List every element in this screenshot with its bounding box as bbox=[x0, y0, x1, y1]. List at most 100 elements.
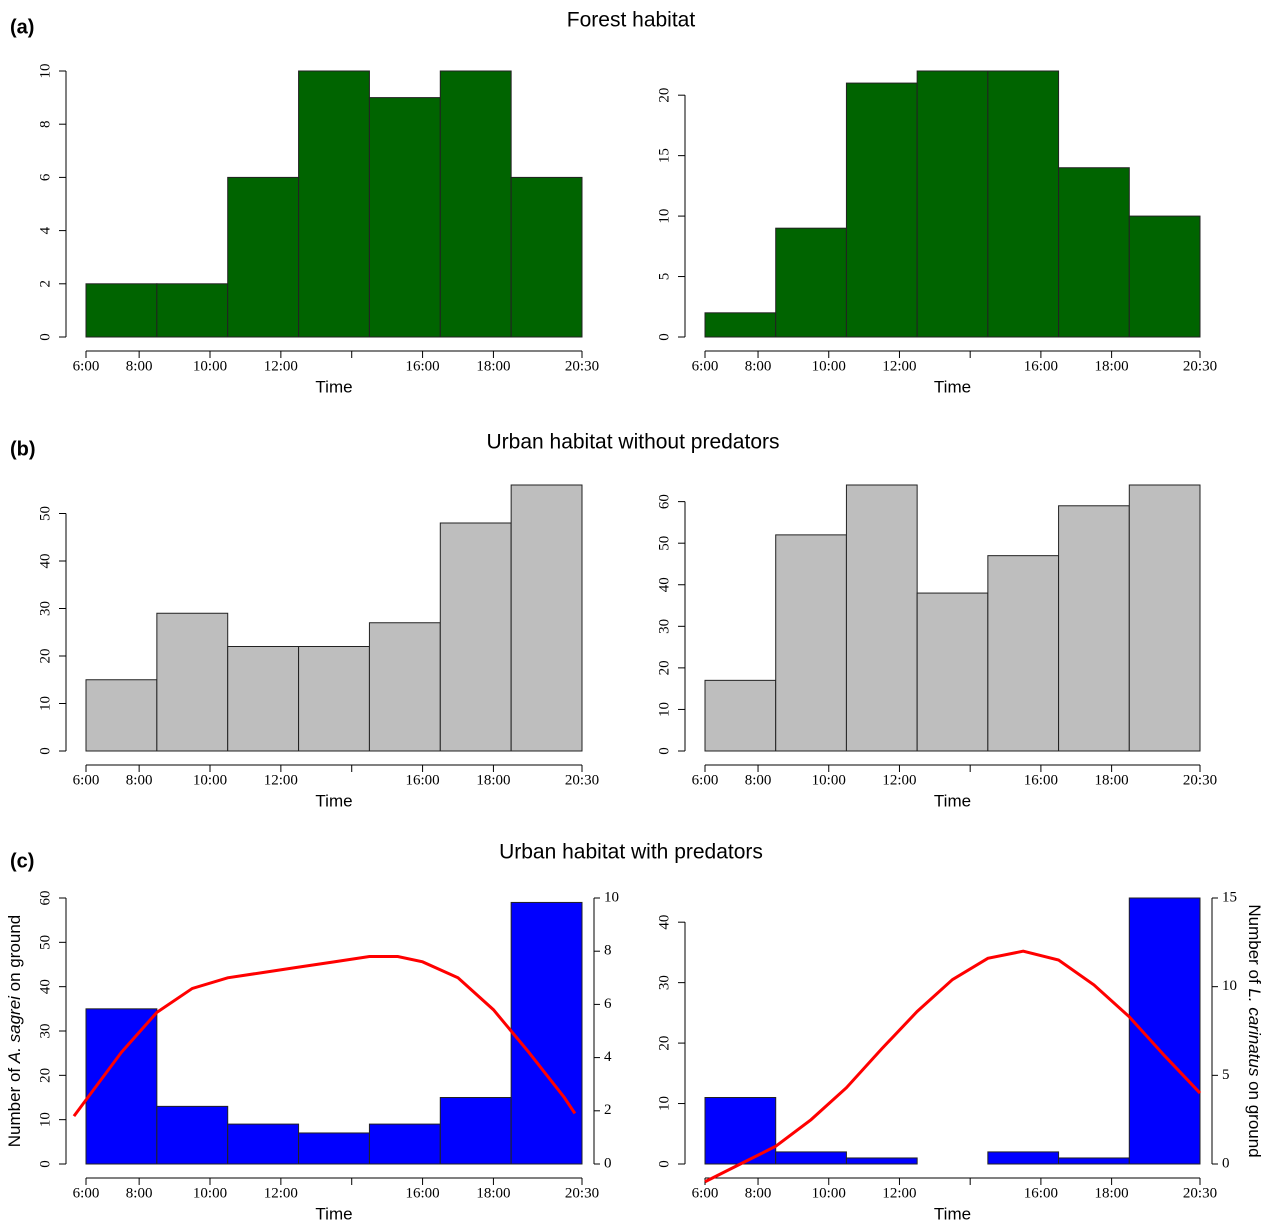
x-tick-label: 16:00 bbox=[405, 772, 439, 788]
y-tick-label: 2 bbox=[37, 280, 53, 288]
x-tick-label: 6:00 bbox=[692, 1185, 719, 1201]
y-tick-label: 30 bbox=[37, 1024, 53, 1039]
y-tick-label: 20 bbox=[37, 1068, 53, 1083]
x-tick-label: 18:00 bbox=[1095, 358, 1129, 374]
bar bbox=[510, 484, 583, 752]
y-tick-label: 0 bbox=[656, 333, 672, 341]
y-tick-label: 4 bbox=[37, 226, 53, 234]
x-tick-label: 6:00 bbox=[73, 358, 100, 374]
section-title: Urban habitat with predators bbox=[499, 841, 763, 864]
y-tick-label: 20 bbox=[37, 649, 53, 664]
y-tick-label: 10 bbox=[656, 209, 672, 224]
y-tick-label: 8 bbox=[37, 120, 53, 128]
x-tick-label: 8:00 bbox=[126, 358, 153, 374]
y-tick-label: 10 bbox=[37, 64, 53, 79]
bar bbox=[156, 612, 229, 752]
x-tick-label: 20:30 bbox=[565, 358, 599, 374]
y-tick-label: 20 bbox=[656, 1036, 672, 1051]
x-tick-label: 10:00 bbox=[812, 772, 846, 788]
x-tick-label: 16:00 bbox=[405, 358, 439, 374]
x-tick-label: 18:00 bbox=[1095, 772, 1129, 788]
bar bbox=[510, 176, 583, 338]
y2-tick-label: 0 bbox=[1222, 1155, 1230, 1171]
y2-tick-label: 8 bbox=[604, 943, 612, 959]
bar bbox=[439, 1097, 512, 1165]
bar bbox=[704, 679, 777, 752]
x-tick-label: 12:00 bbox=[264, 772, 298, 788]
y-tick-label: 40 bbox=[37, 554, 53, 569]
panel-label: (a) bbox=[10, 16, 34, 38]
x-tick-label: 20:30 bbox=[1183, 772, 1217, 788]
y-tick-label: 60 bbox=[37, 891, 53, 906]
bar bbox=[704, 312, 777, 338]
x-tick-label: 6:00 bbox=[692, 772, 719, 788]
bar bbox=[368, 622, 441, 752]
x-tick-label: 20:30 bbox=[565, 1185, 599, 1201]
bar bbox=[510, 901, 583, 1165]
y-tick-label: 60 bbox=[656, 494, 672, 509]
y-tick-label: 30 bbox=[656, 975, 672, 990]
bar bbox=[987, 1151, 1060, 1165]
y-tick-label: 6 bbox=[37, 173, 53, 181]
y2-tick-label: 6 bbox=[604, 996, 612, 1012]
bar bbox=[1058, 505, 1130, 752]
bar bbox=[1128, 215, 1201, 338]
x-tick-label: 16:00 bbox=[405, 1185, 439, 1201]
x-tick-label: 10:00 bbox=[812, 1185, 846, 1201]
y2-tick-label: 0 bbox=[604, 1155, 612, 1171]
x-tick-label: 8:00 bbox=[745, 358, 772, 374]
bar bbox=[85, 679, 158, 752]
axis-title-part: L. carinatus bbox=[1245, 988, 1264, 1076]
y-tick-label: 50 bbox=[37, 935, 53, 950]
bar bbox=[704, 1097, 777, 1165]
x-tick-label: 20:30 bbox=[1183, 358, 1217, 374]
x-tick-label: 16:00 bbox=[1024, 772, 1058, 788]
axis-title: Number of L. carinatus on ground bbox=[1245, 904, 1264, 1157]
y-tick-label: 20 bbox=[656, 660, 672, 675]
x-axis-title: Time bbox=[934, 377, 971, 396]
bar bbox=[368, 1123, 441, 1165]
y2-tick-label: 10 bbox=[604, 889, 619, 905]
x-tick-label: 10:00 bbox=[193, 358, 227, 374]
y-tick-label: 30 bbox=[37, 601, 53, 616]
x-tick-label: 18:00 bbox=[1095, 1185, 1129, 1201]
y-tick-label: 0 bbox=[37, 333, 53, 341]
x-tick-label: 20:30 bbox=[565, 772, 599, 788]
x-axis-title: Time bbox=[315, 377, 352, 396]
x-tick-label: 10:00 bbox=[193, 772, 227, 788]
x-tick-label: 20:30 bbox=[1183, 1185, 1217, 1201]
y-tick-label: 40 bbox=[656, 915, 672, 930]
y-tick-label: 0 bbox=[37, 1160, 53, 1168]
x-tick-label: 8:00 bbox=[126, 1185, 153, 1201]
bar bbox=[1058, 1157, 1130, 1165]
x-tick-label: 16:00 bbox=[1024, 358, 1058, 374]
bar bbox=[845, 484, 918, 752]
y2-tick-label: 10 bbox=[1222, 978, 1237, 994]
y-tick-label: 5 bbox=[656, 273, 672, 281]
trend-line bbox=[704, 949, 1202, 1184]
bar bbox=[85, 283, 158, 338]
x-tick-label: 10:00 bbox=[193, 1185, 227, 1201]
y-tick-label: 0 bbox=[656, 1160, 672, 1168]
y2-tick-label: 2 bbox=[604, 1102, 612, 1118]
bar bbox=[156, 1105, 229, 1165]
x-tick-label: 18:00 bbox=[476, 1185, 510, 1201]
y-tick-label: 40 bbox=[37, 979, 53, 994]
x-tick-label: 8:00 bbox=[745, 1185, 772, 1201]
bar bbox=[227, 176, 300, 338]
x-tick-label: 12:00 bbox=[882, 772, 916, 788]
section-title: Forest habitat bbox=[567, 9, 696, 32]
axis-title-part: Number of bbox=[5, 1063, 24, 1147]
y-tick-label: 30 bbox=[656, 619, 672, 634]
panel-label: (b) bbox=[10, 438, 36, 460]
x-tick-label: 6:00 bbox=[692, 358, 719, 374]
bar bbox=[439, 70, 512, 338]
panel-label: (c) bbox=[10, 850, 34, 872]
x-tick-label: 10:00 bbox=[812, 358, 846, 374]
x-tick-label: 12:00 bbox=[264, 358, 298, 374]
x-axis-title: Time bbox=[315, 791, 352, 810]
bar bbox=[156, 283, 229, 338]
y2-tick-label: 5 bbox=[1222, 1067, 1230, 1083]
x-axis-title: Time bbox=[934, 791, 971, 810]
